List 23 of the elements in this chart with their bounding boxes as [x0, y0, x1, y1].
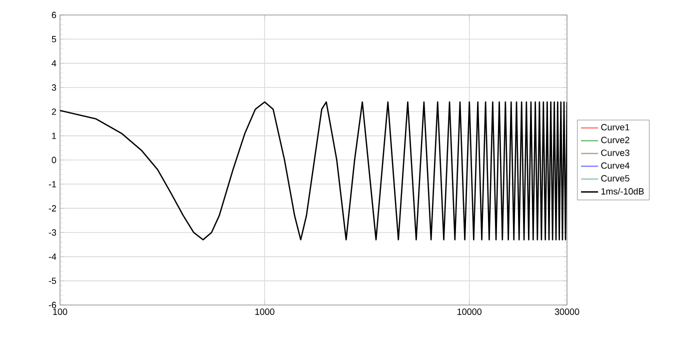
- y-tick-label: 4: [52, 60, 56, 66]
- legend-label: Curve4: [601, 162, 630, 169]
- x-tick-label: 100: [53, 308, 68, 315]
- y-tick-label: -4: [48, 254, 56, 260]
- y-tick-label: 0: [52, 156, 56, 164]
- x-tick-label: 30000: [554, 308, 580, 315]
- legend-label: Curve3: [601, 150, 630, 156]
- x-tick-label: 10000: [458, 308, 482, 315]
- y-tick-label: -3: [48, 229, 56, 236]
- legend-label: Curve2: [601, 136, 630, 144]
- y-tick-label: 2: [52, 108, 56, 115]
- legend-label: 1ms/-10dB: [601, 188, 644, 195]
- legend-label: Curve1: [601, 124, 630, 130]
- x-tick-label: 1000: [255, 308, 274, 315]
- legend-label: Curve5: [601, 175, 630, 182]
- y-tick-label: -6: [48, 302, 56, 308]
- y-tick-label: -1: [48, 181, 56, 188]
- y-tick-label: 1: [52, 132, 56, 139]
- y-tick-label: 5: [52, 36, 56, 42]
- y-tick-label: -5: [48, 278, 56, 284]
- y-tick-label: 3: [52, 84, 56, 91]
- y-tick-label: -2: [48, 205, 56, 212]
- y-tick-label: 6: [52, 12, 56, 18]
